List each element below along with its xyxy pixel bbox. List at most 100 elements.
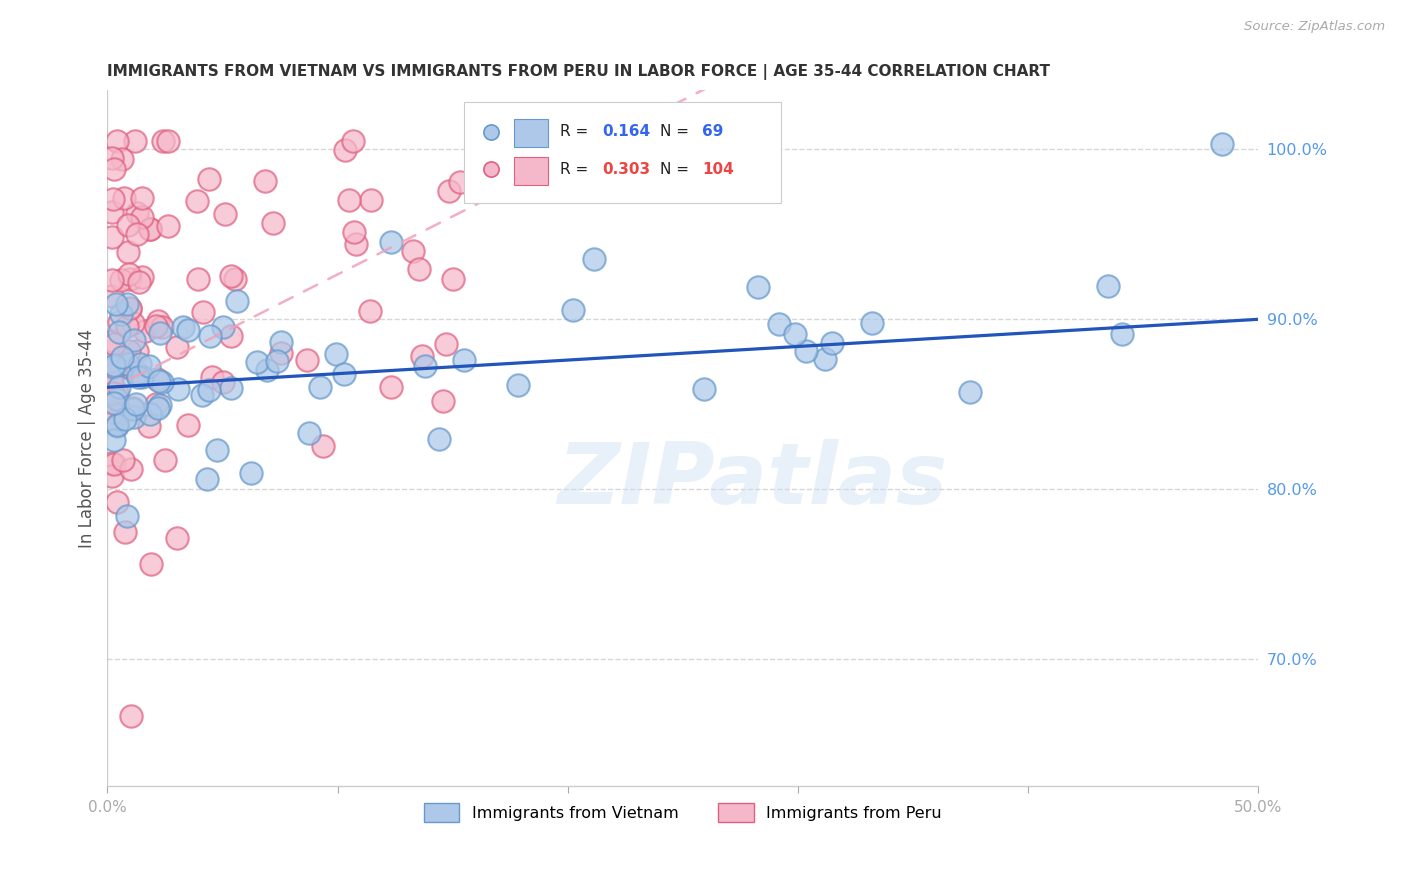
Point — [139, 222, 162, 236]
Point — [124, 409, 146, 424]
Point — [186, 194, 208, 208]
Point — [298, 425, 321, 440]
Point — [120, 462, 142, 476]
Point — [146, 401, 169, 415]
Point — [219, 268, 242, 283]
Point — [120, 301, 142, 316]
Point — [1097, 279, 1119, 293]
Point — [335, 143, 357, 157]
Y-axis label: In Labor Force | Age 35-44: In Labor Force | Age 35-44 — [79, 328, 96, 548]
Point — [103, 359, 125, 374]
Point — [344, 237, 367, 252]
Point — [101, 289, 124, 303]
Point — [105, 356, 128, 370]
Point — [155, 452, 177, 467]
Point — [101, 152, 124, 166]
Text: R =: R = — [560, 161, 588, 177]
Point — [325, 346, 347, 360]
Point — [101, 376, 124, 390]
Point — [484, 134, 506, 148]
Point — [693, 383, 716, 397]
Point — [150, 376, 173, 390]
Point — [108, 325, 131, 339]
Point — [139, 222, 162, 236]
Point — [105, 419, 128, 434]
Point — [120, 708, 142, 723]
Point — [312, 439, 335, 453]
Point — [101, 273, 124, 287]
Point — [342, 134, 364, 148]
Point — [205, 442, 228, 457]
Point — [156, 219, 179, 233]
Point — [122, 401, 145, 416]
Point — [131, 191, 153, 205]
Point — [747, 280, 769, 294]
Point — [453, 352, 475, 367]
Point — [114, 411, 136, 425]
Point — [112, 453, 135, 467]
Point — [101, 230, 124, 244]
Point — [114, 360, 136, 375]
Point — [105, 386, 128, 401]
Point — [108, 402, 131, 417]
Point — [118, 267, 141, 281]
Point — [172, 319, 194, 334]
Point — [129, 357, 152, 371]
Point — [117, 218, 139, 232]
Point — [863, 244, 886, 259]
Bar — [513, 157, 548, 185]
Point — [266, 353, 288, 368]
Point — [176, 323, 198, 337]
Point — [333, 367, 356, 381]
Point — [270, 345, 292, 359]
Text: 104: 104 — [703, 161, 734, 177]
Point — [103, 433, 125, 447]
Point — [380, 380, 402, 394]
Point — [105, 494, 128, 508]
FancyBboxPatch shape — [464, 102, 780, 202]
Point — [432, 394, 454, 409]
Point — [959, 385, 981, 400]
Point — [214, 207, 236, 221]
Point — [197, 171, 219, 186]
Point — [166, 532, 188, 546]
Point — [138, 359, 160, 374]
Point — [125, 206, 148, 220]
Point — [138, 419, 160, 434]
Point — [212, 320, 235, 334]
Point — [201, 370, 224, 384]
Point — [103, 396, 125, 410]
Point — [191, 305, 214, 319]
Point — [197, 383, 219, 397]
Point — [246, 354, 269, 368]
Text: N =: N = — [659, 124, 689, 139]
Point — [103, 334, 125, 348]
Point — [475, 134, 498, 148]
Point — [122, 334, 145, 348]
Point — [343, 225, 366, 239]
Point — [360, 193, 382, 207]
Point — [128, 275, 150, 289]
Point — [101, 416, 124, 430]
Point — [131, 370, 153, 384]
Point — [177, 418, 200, 433]
Point — [198, 329, 221, 343]
Point — [256, 362, 278, 376]
Point — [141, 557, 163, 571]
Point — [120, 301, 142, 316]
Point — [127, 366, 149, 380]
Point — [1211, 137, 1233, 152]
Point — [146, 314, 169, 328]
Point — [187, 272, 209, 286]
Point — [860, 317, 883, 331]
Point — [110, 307, 132, 321]
Text: R =: R = — [560, 124, 588, 139]
Point — [105, 134, 128, 148]
Point — [105, 417, 128, 432]
Point — [127, 227, 149, 241]
Point — [134, 324, 156, 338]
Point — [359, 304, 381, 318]
Point — [402, 244, 425, 259]
Point — [270, 335, 292, 350]
Point — [221, 381, 243, 395]
